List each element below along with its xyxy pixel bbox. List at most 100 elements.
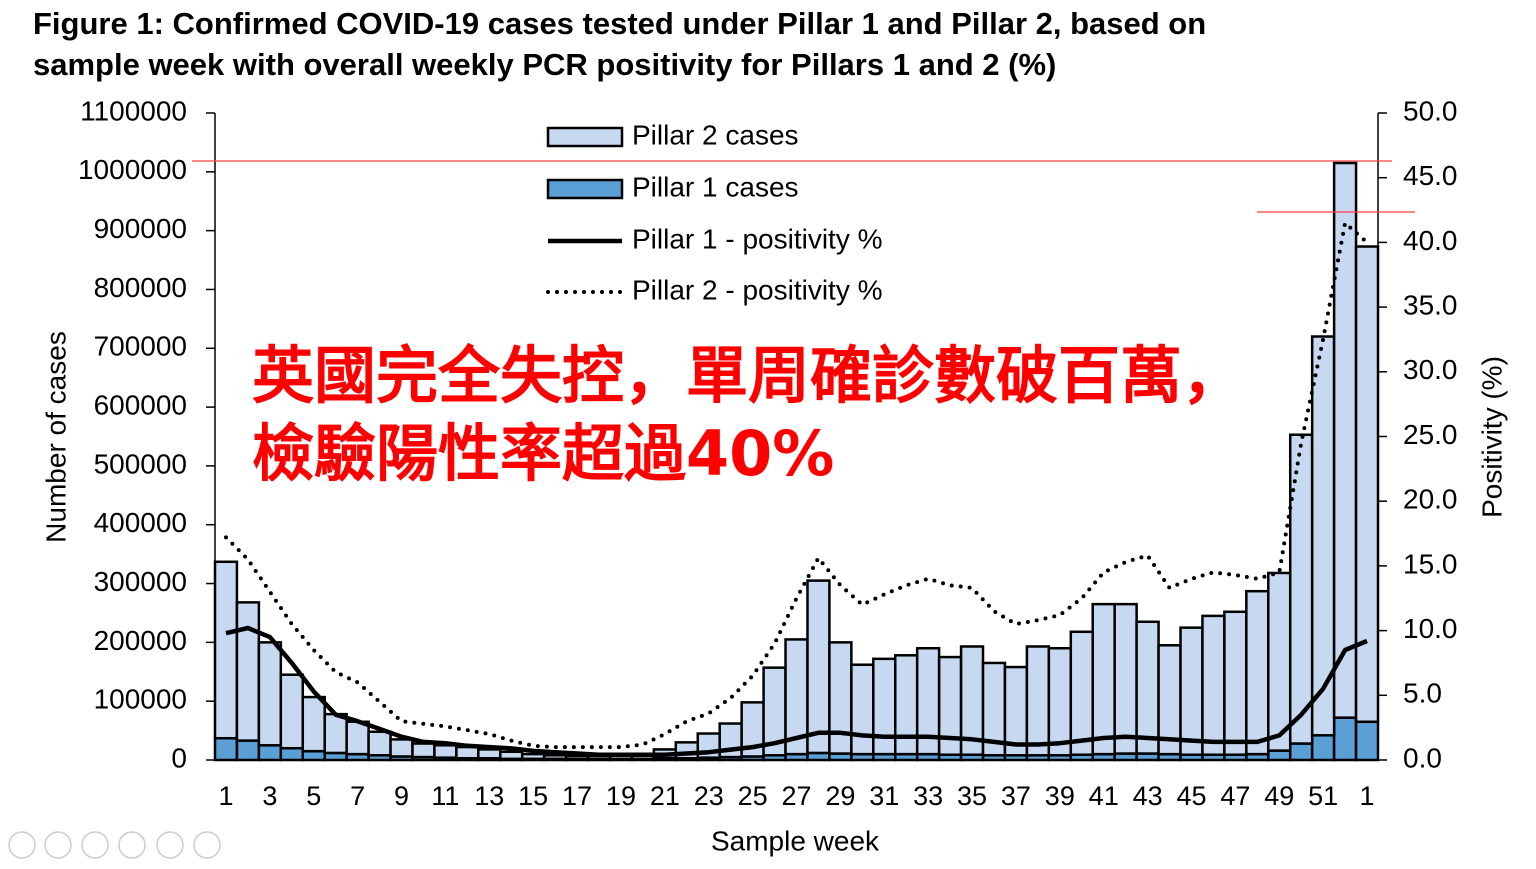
y2-tick-label: 10.0 bbox=[1403, 613, 1458, 644]
bar bbox=[279, 746, 305, 762]
bar bbox=[1310, 734, 1336, 762]
x-tick-label: 23 bbox=[694, 781, 724, 811]
x-tick-label: 29 bbox=[825, 781, 855, 811]
bar bbox=[564, 754, 590, 761]
bar bbox=[1332, 161, 1358, 719]
bar bbox=[1113, 602, 1138, 755]
x-tick-label: 1 bbox=[218, 781, 233, 811]
x-tick-label: 9 bbox=[394, 781, 409, 811]
more-button[interactable] bbox=[193, 831, 221, 859]
bar bbox=[1069, 630, 1094, 756]
x-tick-label: 39 bbox=[1045, 781, 1075, 811]
bar bbox=[477, 748, 502, 760]
y-axis-label: Number of cases bbox=[40, 331, 71, 543]
y-tick-label: 1100000 bbox=[80, 95, 187, 126]
y2-axis-label: Positivity (%) bbox=[1476, 356, 1507, 518]
legend-label: Pillar 1 cases bbox=[632, 171, 799, 202]
y2-tick-label: 45.0 bbox=[1403, 160, 1458, 191]
y-tick-label: 1000000 bbox=[78, 154, 187, 185]
bar bbox=[1354, 720, 1380, 762]
bar bbox=[542, 754, 568, 761]
x-tick-label: 43 bbox=[1133, 781, 1163, 811]
bar bbox=[301, 749, 326, 762]
x-axis-label: Sample week bbox=[711, 825, 880, 856]
y2-tick-label: 20.0 bbox=[1403, 484, 1458, 515]
y2-tick-label: 5.0 bbox=[1403, 678, 1442, 709]
y2-tick-label: 15.0 bbox=[1403, 548, 1458, 579]
bar bbox=[1201, 614, 1226, 756]
x-tick-label: 51 bbox=[1308, 781, 1338, 811]
y-tick-label: 900000 bbox=[94, 213, 187, 244]
y2-tick-label: 30.0 bbox=[1403, 354, 1458, 385]
y2-tick-label: 50.0 bbox=[1403, 95, 1458, 126]
bar bbox=[1267, 749, 1292, 762]
bar bbox=[235, 739, 261, 762]
y-tick-label: 800000 bbox=[94, 272, 187, 303]
chart-title: Figure 1: Confirmed COVID-19 cases teste… bbox=[33, 6, 1206, 41]
x-tick-label: 3 bbox=[262, 781, 277, 811]
x-tick-label: 21 bbox=[650, 781, 680, 811]
x-tick-label: 1 bbox=[1360, 781, 1375, 811]
x-tick-label: 25 bbox=[738, 781, 768, 811]
bar bbox=[1354, 245, 1380, 724]
annotation: 英國完全失控，單周確診數破百萬， bbox=[252, 339, 1244, 412]
bar bbox=[301, 695, 326, 753]
bar bbox=[1179, 626, 1204, 756]
legend-label: Pillar 2 cases bbox=[632, 119, 799, 150]
bar bbox=[1332, 716, 1358, 762]
bar bbox=[850, 663, 875, 756]
bar bbox=[389, 738, 414, 758]
x-tick-label: 41 bbox=[1089, 781, 1119, 811]
bar bbox=[433, 744, 458, 759]
y-tick-label: 400000 bbox=[94, 507, 187, 538]
bar bbox=[213, 736, 239, 762]
bar bbox=[893, 654, 919, 756]
slide-toolbar bbox=[8, 831, 221, 859]
x-tick-label: 5 bbox=[306, 781, 321, 811]
x-tick-label: 19 bbox=[606, 781, 636, 811]
prev-button[interactable] bbox=[8, 831, 36, 859]
bar bbox=[1223, 610, 1248, 756]
y-tick-label: 300000 bbox=[94, 566, 187, 597]
slides-button[interactable] bbox=[118, 831, 146, 859]
bar bbox=[345, 720, 370, 756]
x-tick-label: 7 bbox=[350, 781, 365, 811]
bar bbox=[499, 750, 524, 761]
bar bbox=[1091, 602, 1116, 756]
x-tick-label: 33 bbox=[913, 781, 943, 811]
bar bbox=[411, 742, 436, 759]
legend-label: Pillar 1 - positivity % bbox=[632, 223, 883, 254]
zoom-button[interactable] bbox=[156, 831, 184, 859]
x-tick-label: 35 bbox=[957, 781, 987, 811]
legend-swatch bbox=[546, 178, 624, 200]
x-tick-label: 45 bbox=[1176, 781, 1206, 811]
y-tick-label: 0 bbox=[171, 742, 187, 773]
bar bbox=[323, 712, 348, 755]
x-tick-label: 47 bbox=[1220, 781, 1250, 811]
pen-button[interactable] bbox=[81, 831, 109, 859]
bar bbox=[1047, 646, 1073, 757]
y-tick-label: 500000 bbox=[94, 448, 187, 479]
y-tick-label: 200000 bbox=[94, 625, 187, 656]
bar bbox=[872, 657, 897, 756]
bar bbox=[1025, 645, 1051, 757]
bar bbox=[257, 641, 283, 747]
positivity-line bbox=[224, 221, 1369, 750]
next-button[interactable] bbox=[44, 831, 72, 859]
bar bbox=[1135, 620, 1160, 755]
y-tick-label: 100000 bbox=[94, 684, 187, 715]
bar bbox=[828, 641, 853, 755]
legend-label: Pillar 2 - positivity % bbox=[632, 274, 883, 305]
chart-title: sample week with overall weekly PCR posi… bbox=[33, 47, 1056, 82]
bar bbox=[1267, 571, 1292, 752]
annotation: 檢驗陽性率超過40% bbox=[252, 417, 834, 490]
bar bbox=[1288, 742, 1314, 762]
bar bbox=[213, 560, 239, 740]
x-tick-label: 15 bbox=[518, 781, 548, 811]
bar bbox=[1245, 589, 1270, 756]
y-tick-label: 700000 bbox=[94, 331, 187, 362]
x-tick-label: 27 bbox=[781, 781, 811, 811]
bar bbox=[257, 744, 283, 762]
x-tick-label: 11 bbox=[431, 781, 459, 811]
bar bbox=[279, 673, 305, 750]
